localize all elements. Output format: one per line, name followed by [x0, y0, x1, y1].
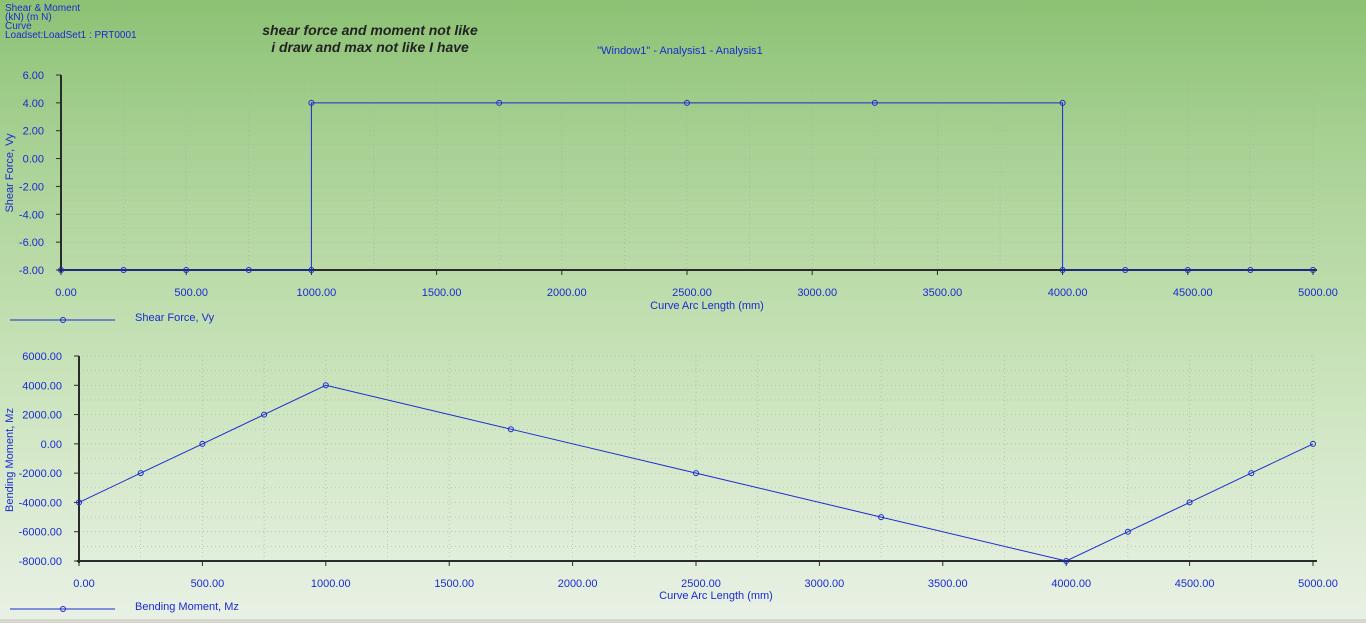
legend-marker — [60, 606, 66, 612]
y-tick-label: 0.00 — [23, 154, 44, 166]
y-tick-label: 6000.00 — [22, 351, 62, 363]
y-tick-label: -2.00 — [19, 181, 44, 193]
x-axis-label: Curve Arc Length (mm) — [650, 300, 764, 312]
y-tick-label: -2000.00 — [19, 468, 62, 480]
header-units: (kN) (m N) — [5, 12, 52, 23]
y-tick-label: -4000.00 — [19, 497, 62, 509]
data-point — [1122, 267, 1129, 273]
y-tick-label: 2000.00 — [22, 410, 62, 422]
x-tick-label: 0.00 — [73, 578, 94, 590]
x-tick-label: 1500.00 — [422, 287, 462, 299]
x-tick-label: 2500.00 — [672, 287, 712, 299]
annotation-line-1: shear force and moment not like — [262, 22, 478, 38]
data-point — [1059, 267, 1066, 273]
y-tick-label: 4000.00 — [22, 380, 62, 392]
data-point — [58, 267, 64, 273]
data-point — [1248, 470, 1255, 477]
x-tick-label: 2500.00 — [681, 578, 721, 590]
annotation-line-2: i draw and max not like I have — [271, 39, 469, 55]
data-point — [1186, 499, 1193, 506]
data-point — [1059, 99, 1066, 106]
x-tick-label: 1000.00 — [311, 578, 351, 590]
legend-label: Shear Force, Vy — [135, 312, 215, 324]
y-tick-label: -8.00 — [19, 265, 44, 277]
data-point — [871, 99, 878, 106]
x-tick-label: 4500.00 — [1175, 578, 1215, 590]
y-tick-label: -6.00 — [19, 237, 44, 249]
series-line — [61, 102, 1313, 271]
data-point — [1310, 267, 1316, 273]
x-axis-label: Curve Arc Length (mm) — [659, 590, 773, 602]
data-point — [496, 99, 503, 106]
x-tick-label: 2000.00 — [547, 287, 587, 299]
y-tick-label: 4.00 — [23, 98, 44, 110]
y-tick-label: 0.00 — [41, 439, 62, 451]
y-axis-label: Shear Force, Vy — [4, 133, 16, 213]
y-tick-label: 6.00 — [23, 70, 44, 82]
data-point — [878, 514, 885, 521]
bottom-bar — [0, 619, 1366, 623]
data-point — [308, 99, 315, 106]
legend-label: Bending Moment, Mz — [135, 601, 239, 613]
chart-1: 6.00 4.00 2.00 0.00 -2.00 -4.00 -6.00 -8.00 0.00… — [4, 70, 1338, 324]
x-tick-label: 4000.00 — [1051, 578, 1091, 590]
data-point — [1184, 267, 1191, 273]
x-tick-label: 4000.00 — [1048, 287, 1088, 299]
data-point — [507, 426, 514, 433]
data-point — [693, 470, 699, 477]
y-tick-label: -8000.00 — [19, 556, 62, 568]
data-point — [76, 499, 82, 506]
series-line — [78, 384, 1314, 562]
x-tick-label: 3000.00 — [797, 287, 837, 299]
window-title: "Window1" - Analysis1 - Analysis1 — [597, 45, 763, 57]
data-point — [1310, 440, 1316, 447]
x-tick-label: 3000.00 — [805, 578, 845, 590]
x-tick-label: 2000.00 — [558, 578, 598, 590]
legend-marker — [60, 317, 66, 323]
x-tick-label: 500.00 — [191, 578, 225, 590]
y-tick-label: -6000.00 — [19, 527, 62, 539]
x-tick-label: 5000.00 — [1298, 287, 1338, 299]
y-axis-label: Bending Moment, Mz — [4, 408, 16, 512]
y-tick-label: 2.00 — [23, 126, 44, 138]
data-point — [684, 99, 690, 106]
data-point — [1063, 558, 1070, 564]
x-tick-label: 3500.00 — [928, 578, 968, 590]
x-tick-label: 0.00 — [55, 287, 76, 299]
data-point — [183, 267, 190, 273]
data-point — [199, 440, 206, 447]
x-tick-label: 500.00 — [174, 287, 208, 299]
x-tick-label: 5000.00 — [1298, 578, 1338, 590]
header-type: Curve — [5, 21, 32, 32]
x-tick-label: 1000.00 — [297, 287, 337, 299]
y-tick-label: -4.00 — [19, 209, 44, 221]
x-tick-label: 4500.00 — [1173, 287, 1213, 299]
header-title: Shear & Moment — [5, 3, 81, 14]
plot-header: Shear & Moment (kN) (m N) Curve Loadset:… — [5, 3, 137, 41]
data-point — [308, 267, 315, 273]
x-tick-label: 3500.00 — [923, 287, 963, 299]
header-loadset: Loadset:LoadSet1 : PRT0001 — [5, 30, 137, 41]
annotation-note: shear force and moment not like i draw a… — [230, 22, 510, 56]
chart-2: 6000.00 4000.00 2000.00 0.00 -2000.00 -4000.0… — [4, 351, 1338, 613]
data-point — [1124, 528, 1131, 535]
data-point — [245, 267, 252, 273]
data-point — [1247, 267, 1254, 273]
data-point — [261, 411, 268, 418]
data-point — [322, 382, 329, 389]
x-tick-label: 1500.00 — [434, 578, 474, 590]
data-point — [137, 470, 144, 477]
data-point — [120, 267, 127, 273]
